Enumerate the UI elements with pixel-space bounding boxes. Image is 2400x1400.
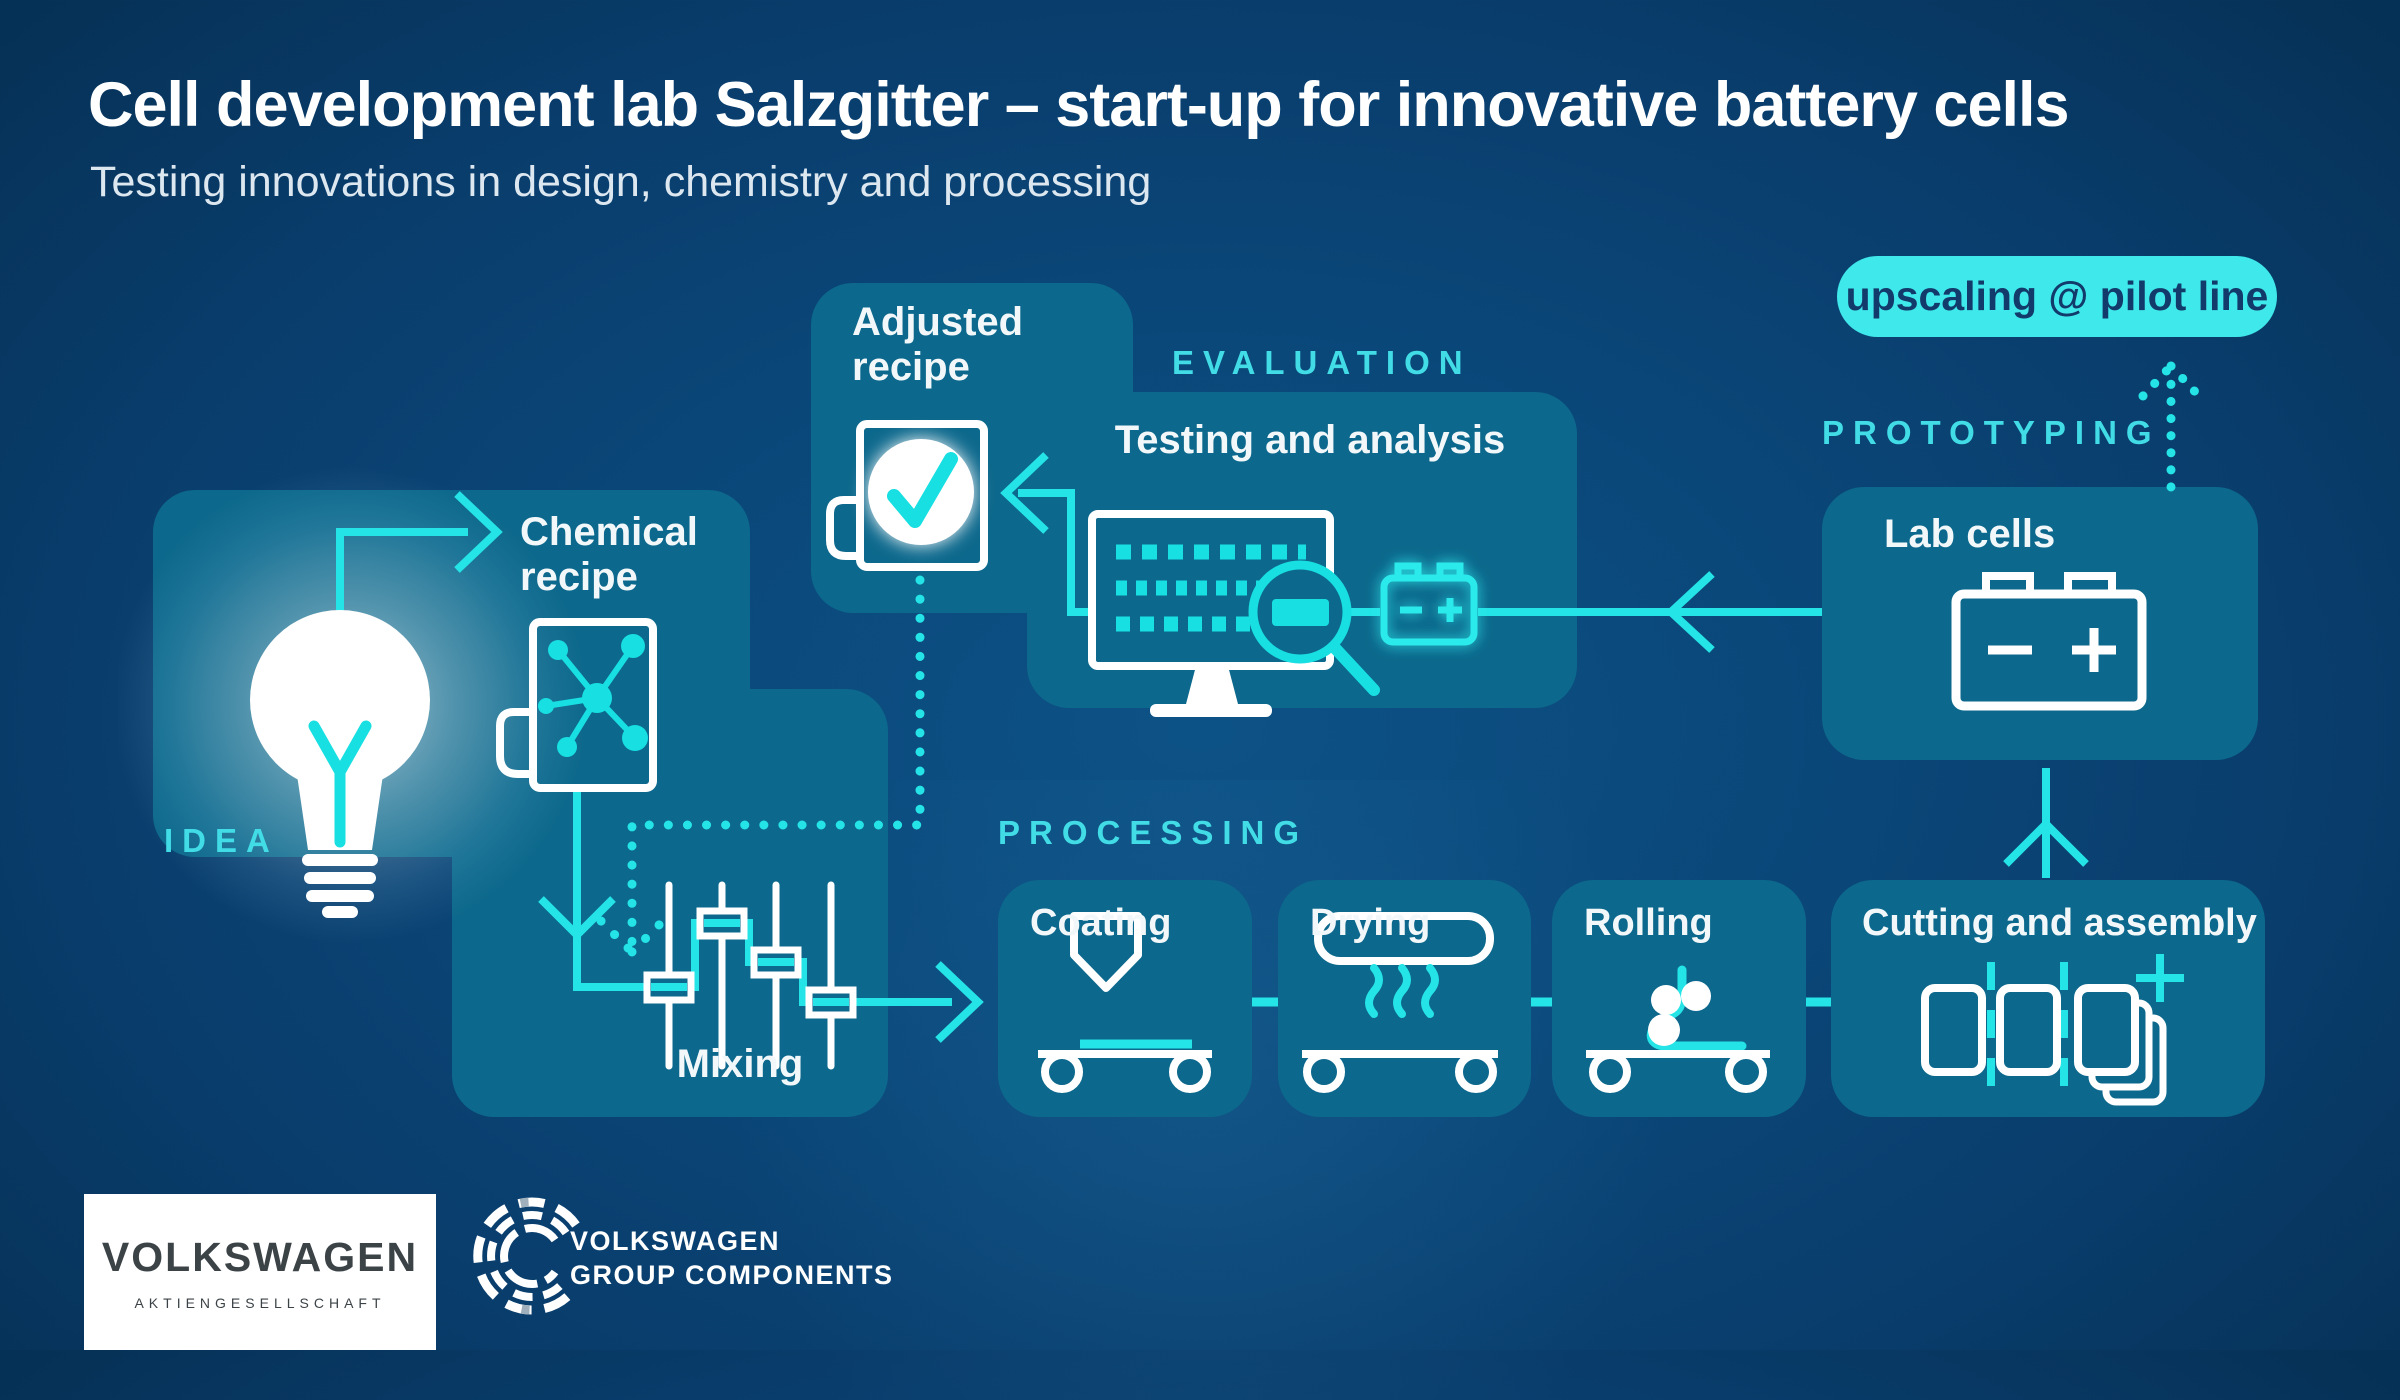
stage-label-prototyping: PROTOTYPING <box>1822 414 2161 451</box>
node-cutting-assembly <box>1831 880 2265 1117</box>
sliders-icon <box>643 881 857 1070</box>
label-rolling: Rolling <box>1584 902 1713 944</box>
dotted-adjusted-to-mixing <box>596 575 925 957</box>
label-drying: Drying <box>1310 902 1431 944</box>
vw-logo-card: VOLKSWAGEN AKTIENGESELLSCHAFT <box>84 1194 436 1350</box>
document-check-icon <box>826 420 988 571</box>
document-molecule-icon <box>496 618 657 792</box>
vwgc-line2: GROUP COMPONENTS <box>570 1260 894 1290</box>
label-cutting-assembly: Cutting and assembly <box>1862 902 2257 944</box>
calender-rolls-icon <box>1586 965 1770 1093</box>
dotted-lab-cells-to-pilot-line <box>2138 361 2204 492</box>
arrow-recipe-to-mixing-to-coating <box>538 792 984 1043</box>
cut-sheets-icon <box>1921 954 2184 1106</box>
diagram-graphics <box>250 361 2204 1315</box>
dryer-conveyor-icon <box>1302 912 1498 1093</box>
node-lab-cells <box>1822 487 2258 760</box>
lightbulb-icon <box>250 610 430 918</box>
label-adjusted-recipe: Adjusted recipe <box>852 300 1024 389</box>
label-testing-analysis: Testing and analysis <box>1114 418 1506 462</box>
label-coating: Coating <box>1030 902 1172 944</box>
page-subtitle: Testing innovations in design, chemistry… <box>90 158 1152 206</box>
page-title: Cell development lab Salzgitter – start-… <box>88 70 2070 140</box>
label-mixing: Mixing <box>676 1042 804 1086</box>
vwgc-line1: VOLKSWAGEN <box>570 1226 781 1256</box>
arrow-cutting-to-lab-cells <box>2003 768 2089 878</box>
stage-label-idea: IDEA <box>164 822 279 859</box>
small-battery-icon <box>1380 562 1478 646</box>
stage-label-evaluation: EVALUATION <box>1172 344 1472 381</box>
dashed-c-ring-icon <box>473 1197 580 1315</box>
vw-wordmark-subtitle: AKTIENGESELLSCHAFT <box>134 1294 386 1311</box>
monitor-magnifier-icon <box>1088 510 1380 717</box>
vw-wordmark: VOLKSWAGEN <box>101 1233 419 1280</box>
battery-icon <box>1951 572 2147 711</box>
stage-label-processing: PROCESSING <box>998 814 1309 851</box>
upscaling-pilot-line-badge: upscaling @ pilot line <box>1837 256 2277 337</box>
vwgc-wordmark: VOLKSWAGEN GROUP COMPONENTS <box>570 1224 894 1292</box>
label-chemical-recipe: Chemical recipe <box>520 510 698 599</box>
coater-conveyor-icon <box>1038 912 1212 1093</box>
label-lab-cells: Lab cells <box>1884 512 2056 556</box>
arrow-testing-to-adjusted-recipe <box>1000 452 1095 616</box>
